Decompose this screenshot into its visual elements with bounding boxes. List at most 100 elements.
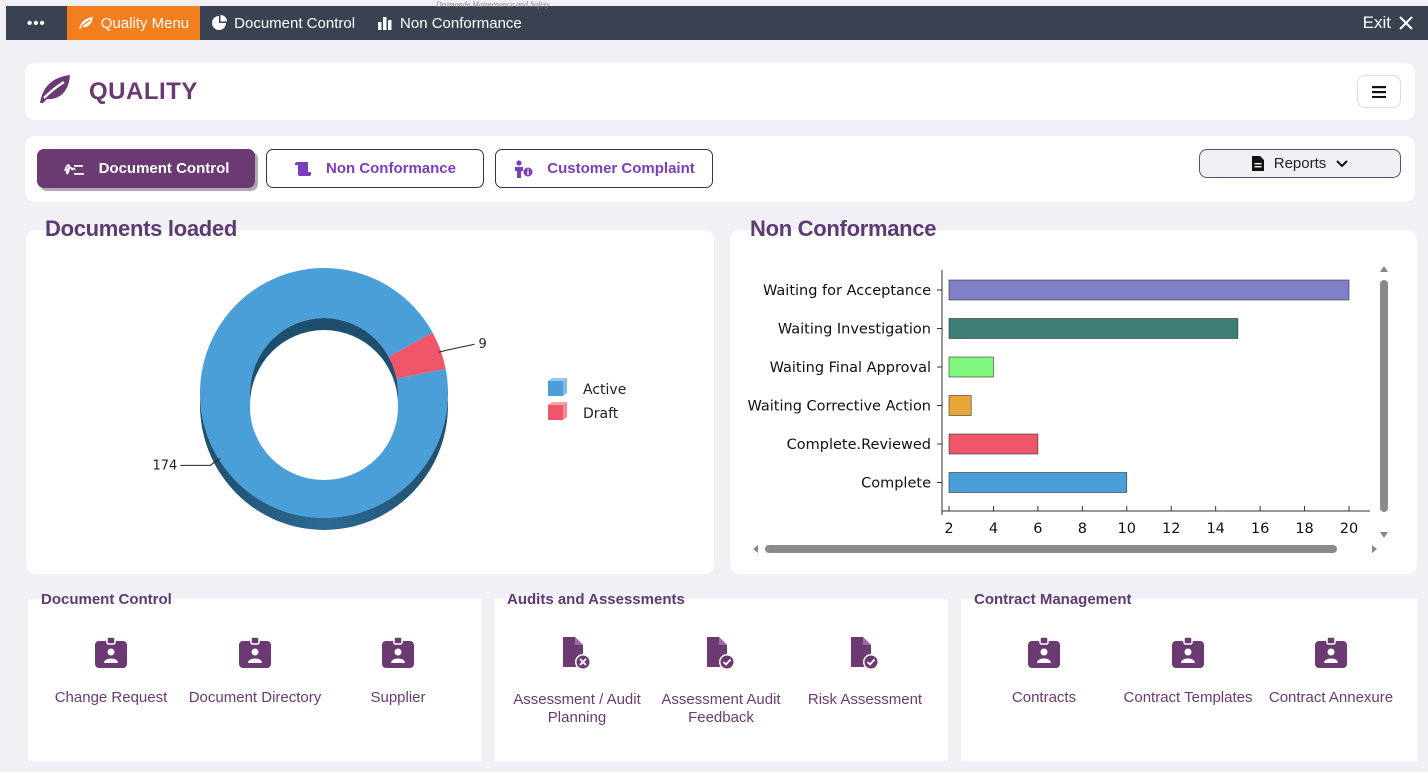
y-tick-label: Waiting Final Approval (770, 360, 931, 376)
module-item-assessment-audit-feedback[interactable]: Assessment Audit Feedback (646, 637, 796, 727)
header-card: QUALITY (25, 63, 1415, 120)
module-title-audits: Audits and Assessments (507, 591, 685, 608)
tab-non-conformance[interactable]: Non Conformance (266, 149, 484, 188)
nav-document-control[interactable]: Document Control (200, 6, 366, 40)
x-tick-label: 2 (944, 521, 953, 537)
file-x-icon (563, 637, 591, 670)
module-item-label: Risk Assessment (807, 691, 923, 708)
legend-swatch-side (563, 402, 567, 420)
module-item-change-request[interactable]: Change Request (36, 637, 186, 707)
active-leader-line (180, 457, 221, 466)
tab-document-control[interactable]: Document Control (37, 149, 255, 188)
module-item-supplier[interactable]: Supplier (323, 637, 473, 707)
y-tick-label: Waiting Investigation (778, 322, 931, 338)
nav-non-conformance-label: Non Conformance (400, 14, 522, 32)
nav-quality-menu[interactable]: Quality Menu (66, 6, 201, 40)
tab-customer-complaint[interactable]: Customer Complaint (495, 149, 713, 188)
x-tick-label: 14 (1206, 521, 1224, 537)
app-subtitle: Drumonde Maintenance and Safety (436, 0, 550, 9)
module-item-contract-templates[interactable]: Contract Templates (1113, 637, 1263, 707)
legend-label-active: Active (583, 382, 626, 398)
bar-waiting-investigation[interactable] (948, 318, 1239, 339)
module-item-contracts[interactable]: Contracts (969, 637, 1119, 707)
module-item-label: Contract Annexure (1268, 689, 1394, 706)
documents-donut-chart: 9 174 Active Draft (152, 267, 626, 530)
file-icon (1251, 156, 1264, 171)
module-item-label: Supplier (370, 689, 426, 706)
donut-inner-depth (250, 318, 398, 405)
horizontal-scrollbar[interactable] (753, 545, 1377, 553)
bar-waiting-for-acceptance[interactable] (948, 279, 1350, 301)
donut-slice-draft[interactable] (388, 332, 446, 379)
draft-leader-line (438, 343, 475, 353)
file-check-icon (707, 637, 735, 670)
signature-icon (63, 163, 84, 175)
close-icon (1399, 16, 1413, 30)
more-menu-button[interactable]: ••• (27, 14, 46, 32)
file-check-icon (851, 637, 879, 670)
bar-waiting-final-approval[interactable] (948, 356, 994, 378)
exit-button[interactable]: Exit (1352, 6, 1424, 40)
x-tick-label: 18 (1295, 521, 1313, 537)
legend-label-draft: Draft (583, 406, 619, 422)
reports-label: Reports (1273, 155, 1327, 172)
page-title: QUALITY (89, 78, 198, 105)
active-data-label: 174 (152, 458, 177, 473)
leaf-icon (78, 17, 93, 29)
scroll-icon (294, 161, 311, 176)
tabs-card: Document Control Non Conformance Custome… (25, 136, 1415, 202)
draft-data-label: 9 (479, 337, 487, 352)
nav-document-control-label: Document Control (234, 14, 356, 32)
nav-non-conformance[interactable]: Non Conformance (366, 6, 533, 40)
x-tick-label: 20 (1340, 521, 1358, 537)
module-title-document-control: Document Control (41, 591, 172, 608)
badge-icon (1172, 637, 1204, 668)
module-item-label: Document Directory (188, 689, 322, 706)
donut-slice-active[interactable] (199, 267, 448, 518)
module-title-contract-management: Contract Management (974, 591, 1132, 608)
module-item-label: Assessment Audit Feedback (661, 691, 781, 726)
x-tick-label: 6 (1033, 521, 1042, 537)
x-tick-label: 16 (1251, 521, 1269, 537)
module-item-label: Contract Templates (1123, 689, 1253, 706)
y-tick-label: Waiting for Acceptance (763, 283, 931, 299)
exit-label: Exit (1362, 13, 1391, 32)
documents-loaded-title: Documents loaded (45, 216, 238, 241)
x-tick-label: 4 (989, 521, 998, 537)
legend-swatch-active[interactable] (548, 381, 563, 396)
top-navigation-bar: Drumonde Maintenance and Safety ••• Qual… (6, 0, 1428, 40)
legend-swatch-side (563, 378, 567, 396)
non-conformance-bar-chart: Waiting for Acceptance Waiting Investigat… (747, 266, 1388, 553)
bars-icon (378, 17, 392, 30)
badge-icon (382, 637, 414, 668)
tab-non-conformance-label: Non Conformance (325, 160, 456, 177)
module-card-document-control (28, 599, 481, 761)
module-item-document-directory[interactable]: Document Directory (180, 637, 330, 707)
hamburger-menu-button[interactable] (1357, 75, 1401, 108)
bar-complete[interactable] (948, 472, 1128, 493)
pie-icon (212, 15, 228, 30)
bar-complete-reviewed[interactable] (948, 433, 1039, 455)
module-card-audits (495, 599, 948, 761)
vertical-scrollbar[interactable] (1380, 266, 1388, 538)
badge-icon (1315, 637, 1347, 668)
module-item-label: Change Request (54, 689, 168, 706)
module-item-contract-annexure[interactable]: Contract Annexure (1256, 637, 1406, 707)
non-conformance-card: Waiting for Acceptance Waiting Investigat… (730, 230, 1417, 574)
person-info-icon (515, 159, 533, 178)
legend-swatch-draft[interactable] (548, 405, 563, 420)
badge-icon (239, 637, 271, 668)
bar-waiting-corrective-action[interactable] (948, 395, 972, 416)
badge-icon (1028, 637, 1060, 668)
module-item-assessment-audit-planning[interactable]: Assessment / Audit Planning (502, 637, 652, 727)
x-tick-label: 12 (1162, 521, 1180, 537)
tab-customer-complaint-label: Customer Complaint (547, 160, 695, 177)
module-item-label: Assessment / Audit Planning (513, 691, 641, 726)
tab-document-control-label: Document Control (98, 160, 230, 177)
reports-dropdown-button[interactable]: Reports (1199, 149, 1401, 178)
module-card-contract-management (961, 599, 1417, 761)
module-item-risk-assessment[interactable]: Risk Assessment (790, 637, 940, 709)
non-conformance-title: Non Conformance (750, 216, 937, 241)
nav-quality-menu-label: Quality Menu (100, 14, 190, 32)
y-tick-label: Complete (861, 476, 931, 492)
